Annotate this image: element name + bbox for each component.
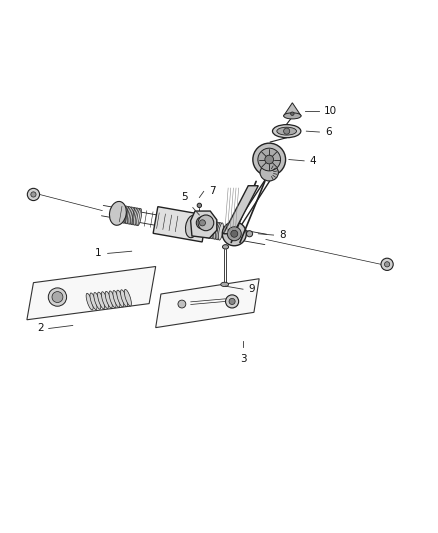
Ellipse shape: [219, 223, 223, 240]
Ellipse shape: [198, 219, 203, 237]
Ellipse shape: [214, 222, 219, 239]
Text: 10: 10: [324, 106, 337, 116]
Text: 3: 3: [240, 354, 246, 364]
Polygon shape: [155, 279, 259, 328]
Ellipse shape: [196, 217, 208, 229]
Text: 1: 1: [95, 248, 101, 259]
Text: 6: 6: [325, 127, 332, 137]
Polygon shape: [153, 207, 207, 242]
Ellipse shape: [226, 295, 239, 308]
Ellipse shape: [211, 222, 215, 239]
Ellipse shape: [381, 258, 393, 270]
Ellipse shape: [135, 208, 140, 225]
Ellipse shape: [137, 208, 141, 225]
Ellipse shape: [290, 112, 294, 116]
Text: 4: 4: [310, 156, 316, 166]
Ellipse shape: [186, 215, 199, 238]
Ellipse shape: [208, 221, 212, 238]
Ellipse shape: [134, 208, 138, 225]
Ellipse shape: [52, 292, 63, 303]
Ellipse shape: [124, 289, 131, 306]
Ellipse shape: [229, 298, 235, 304]
Ellipse shape: [27, 188, 39, 200]
Text: 5: 5: [181, 192, 187, 203]
Ellipse shape: [126, 207, 131, 224]
Ellipse shape: [201, 220, 206, 237]
Polygon shape: [191, 211, 217, 238]
Ellipse shape: [222, 222, 246, 246]
Ellipse shape: [198, 215, 214, 231]
Ellipse shape: [197, 203, 201, 207]
Ellipse shape: [223, 245, 229, 249]
Ellipse shape: [217, 223, 222, 240]
Text: 8: 8: [279, 230, 286, 240]
Text: 9: 9: [249, 284, 255, 294]
Ellipse shape: [199, 220, 205, 226]
Ellipse shape: [113, 290, 120, 307]
Ellipse shape: [117, 290, 124, 307]
Polygon shape: [27, 266, 155, 320]
Ellipse shape: [178, 300, 186, 308]
Ellipse shape: [204, 221, 209, 238]
Ellipse shape: [132, 208, 137, 225]
Ellipse shape: [105, 292, 112, 308]
Ellipse shape: [121, 206, 126, 223]
Ellipse shape: [231, 230, 238, 237]
Text: 7: 7: [209, 187, 216, 196]
Ellipse shape: [123, 206, 127, 223]
Ellipse shape: [86, 293, 93, 310]
Ellipse shape: [247, 231, 253, 237]
Ellipse shape: [272, 125, 301, 138]
Ellipse shape: [120, 205, 124, 223]
Text: 2: 2: [37, 324, 43, 334]
Ellipse shape: [206, 221, 211, 238]
Ellipse shape: [102, 292, 109, 309]
Ellipse shape: [48, 288, 67, 306]
Ellipse shape: [131, 207, 135, 224]
Polygon shape: [223, 185, 258, 234]
Ellipse shape: [127, 207, 132, 224]
Ellipse shape: [118, 205, 123, 222]
Ellipse shape: [203, 220, 208, 237]
Ellipse shape: [284, 113, 301, 119]
Ellipse shape: [260, 164, 279, 181]
Ellipse shape: [109, 291, 116, 308]
Ellipse shape: [129, 207, 134, 224]
Ellipse shape: [253, 143, 286, 176]
Ellipse shape: [90, 293, 97, 310]
Ellipse shape: [31, 192, 36, 197]
Ellipse shape: [227, 227, 241, 241]
Ellipse shape: [385, 262, 390, 267]
Ellipse shape: [209, 221, 214, 238]
Polygon shape: [284, 103, 301, 116]
Ellipse shape: [98, 292, 105, 309]
Ellipse shape: [110, 201, 126, 225]
Ellipse shape: [200, 220, 205, 237]
Ellipse shape: [277, 127, 297, 135]
Ellipse shape: [124, 206, 129, 223]
Ellipse shape: [265, 155, 274, 164]
Ellipse shape: [258, 148, 281, 171]
Ellipse shape: [284, 128, 290, 134]
Ellipse shape: [221, 282, 229, 287]
Ellipse shape: [215, 222, 220, 239]
Ellipse shape: [116, 205, 121, 222]
Ellipse shape: [120, 290, 127, 306]
Ellipse shape: [212, 222, 217, 239]
Ellipse shape: [94, 293, 101, 309]
